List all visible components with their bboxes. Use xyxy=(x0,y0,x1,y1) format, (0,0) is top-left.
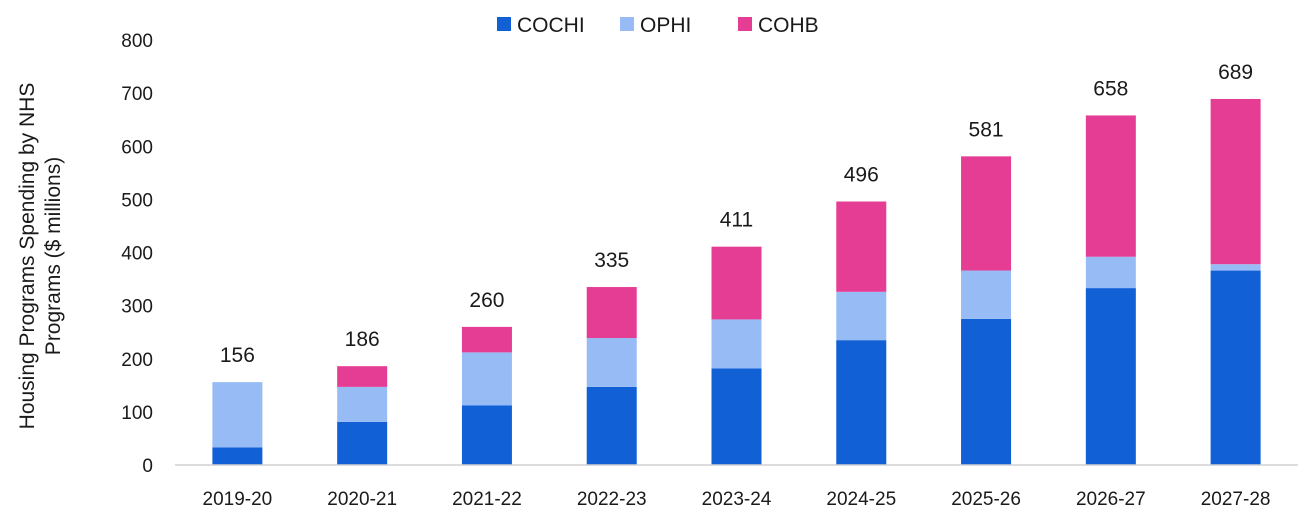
y-tick-label: 500 xyxy=(121,190,153,211)
y-tick-label: 200 xyxy=(121,350,153,371)
y-axis-label-line-1: Housing Programs Spending by NHS xyxy=(16,83,39,430)
legend-swatch-cohb xyxy=(738,17,752,31)
bar-segment-ophi xyxy=(711,319,762,369)
y-axis-ticks: 0 100 200 300 400 500 600 700 800 xyxy=(121,31,153,477)
x-axis-ticks: 2019-20 2020-21 2021-22 2022-23 2023-24 2024-… xyxy=(203,489,1271,510)
bar-segment-cohb xyxy=(337,366,388,387)
bar-segment-cochi xyxy=(461,405,512,465)
bar-segment-cochi xyxy=(961,318,1012,465)
x-tick-label: 2021-22 xyxy=(452,489,522,510)
bar-segment-ophi xyxy=(337,386,388,422)
y-tick-label: 800 xyxy=(121,31,153,52)
x-tick-label: 2019-20 xyxy=(203,489,273,510)
bar-segment-ophi xyxy=(586,338,637,387)
bar-total-label: 260 xyxy=(469,289,504,312)
x-tick-label: 2025-26 xyxy=(951,489,1021,510)
x-tick-label: 2024-25 xyxy=(826,489,896,510)
y-tick-label: 700 xyxy=(121,84,153,105)
bar-segment-cochi xyxy=(212,447,263,465)
bar-segment-cohb xyxy=(1085,115,1136,257)
bar-segment-cochi xyxy=(1085,288,1136,465)
bar-total-label: 581 xyxy=(969,118,1004,141)
bar-segment-cochi xyxy=(711,368,762,465)
bar-segment-cochi xyxy=(586,386,637,465)
bar-total-label: 335 xyxy=(594,249,629,272)
y-tick-label: 300 xyxy=(121,297,153,318)
legend-label-cochi: COCHI xyxy=(517,14,585,37)
x-tick-label: 2022-23 xyxy=(577,489,647,510)
bar-segment-ophi xyxy=(212,382,263,448)
y-axis-label: Housing Programs Spending by NHS Program… xyxy=(16,83,65,430)
bar-segment-cochi xyxy=(836,340,887,465)
x-tick-label: 2023-24 xyxy=(702,489,772,510)
legend: COCHI OPHI COHB xyxy=(497,14,819,37)
total-labels: 156 186 260 335 411 496 581 658 689 xyxy=(220,61,1253,367)
bar-segment-ophi xyxy=(836,291,887,341)
bar-total-label: 496 xyxy=(844,164,879,187)
legend-swatch-ophi xyxy=(620,17,634,31)
bar-total-label: 186 xyxy=(345,328,380,351)
x-tick-label: 2026-27 xyxy=(1076,489,1146,510)
bar-segment-ophi xyxy=(961,270,1012,319)
bar-segment-ophi xyxy=(461,352,512,406)
x-tick-label: 2020-21 xyxy=(327,489,397,510)
bar-segment-ophi xyxy=(1210,264,1261,271)
bar-total-label: 689 xyxy=(1218,61,1253,84)
y-tick-label: 0 xyxy=(142,456,153,477)
bar-segment-ophi xyxy=(1085,256,1136,289)
y-tick-label: 100 xyxy=(121,403,153,424)
y-tick-label: 400 xyxy=(121,244,153,265)
y-tick-label: 600 xyxy=(121,137,153,158)
legend-label-ophi: OPHI xyxy=(640,14,691,37)
bars xyxy=(212,98,1261,465)
bar-segment-cohb xyxy=(1210,98,1261,265)
bar-total-label: 156 xyxy=(220,344,255,367)
bar-segment-cohb xyxy=(961,156,1012,271)
bar-segment-cohb xyxy=(461,326,512,353)
legend-swatch-cochi xyxy=(497,17,511,31)
legend-label-cohb: COHB xyxy=(758,14,819,37)
bar-segment-cochi xyxy=(1210,270,1261,465)
bar-segment-cohb xyxy=(711,246,762,320)
bar-total-label: 411 xyxy=(720,209,753,232)
x-tick-label: 2027-28 xyxy=(1201,489,1271,510)
y-axis-label-line-2: Programs ($ millions) xyxy=(42,157,65,355)
bar-segment-cohb xyxy=(836,201,887,292)
bar-segment-cochi xyxy=(337,421,388,465)
bar-segment-cohb xyxy=(586,287,637,339)
bar-total-label: 658 xyxy=(1093,77,1128,100)
